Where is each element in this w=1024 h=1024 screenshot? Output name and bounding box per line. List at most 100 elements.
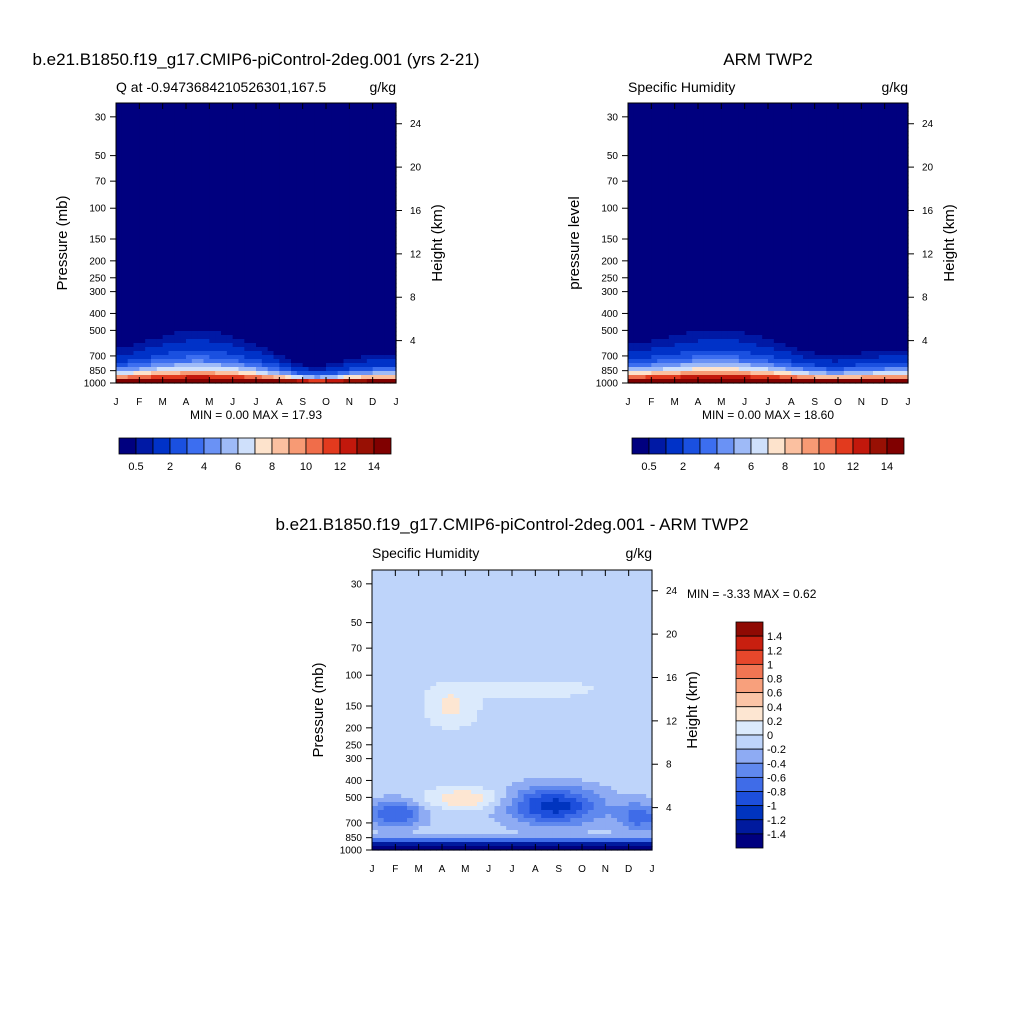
contour-cell <box>302 311 310 316</box>
contour-cell <box>814 135 822 140</box>
contour-cell <box>197 255 205 260</box>
contour-cell <box>896 191 903 196</box>
contour-cell <box>843 131 851 136</box>
contour-cell <box>355 115 362 120</box>
contour-cell <box>337 327 345 332</box>
contour-cell <box>156 311 164 316</box>
contour-cell <box>116 195 123 200</box>
contour-cell <box>331 331 339 336</box>
contour-cell <box>349 135 356 140</box>
contour-cell <box>291 279 298 284</box>
contour-cell <box>890 131 897 136</box>
contour-cell <box>361 131 368 136</box>
contour-cell <box>174 119 181 124</box>
contour-cell <box>355 131 362 136</box>
contour-cell <box>366 251 374 256</box>
contour-cell <box>273 107 280 112</box>
contour-cell <box>366 219 374 224</box>
contour-cell <box>378 119 385 124</box>
contour-cell <box>139 287 146 292</box>
panel-title: b.e21.B1850.f19_g17.CMIP6-piControl-2deg… <box>33 50 480 69</box>
contour-cell <box>273 223 280 228</box>
contour-cell <box>349 163 356 168</box>
contour-cell <box>727 151 734 156</box>
contour-cell <box>238 319 245 324</box>
contour-cell <box>343 191 350 196</box>
contour-cell <box>750 215 757 220</box>
contour-cell <box>285 203 292 208</box>
contour-cell <box>390 335 397 340</box>
contour-cell <box>674 147 682 152</box>
contour-cell <box>232 199 240 204</box>
contour-cell <box>191 363 199 368</box>
contour-cell <box>331 171 339 176</box>
contour-cell <box>343 135 350 140</box>
contour-cell <box>331 363 339 368</box>
contour-cell <box>756 115 763 120</box>
contour-cell <box>709 155 717 160</box>
contour-cell <box>361 347 368 352</box>
contour-cell <box>162 159 170 164</box>
contour-cell <box>349 227 356 232</box>
contour-cell <box>197 315 205 320</box>
contour-cell <box>180 311 187 316</box>
contour-cell <box>267 227 275 232</box>
contour-cell <box>133 347 140 352</box>
contour-cell <box>279 339 286 344</box>
contour-cell <box>855 167 862 172</box>
contour-cell <box>168 311 175 316</box>
contour-cell <box>267 231 275 236</box>
contour-cell <box>256 355 263 360</box>
contour-cell <box>733 155 740 160</box>
contour-cell <box>657 159 664 164</box>
contour-cell <box>378 295 385 300</box>
contour-cell <box>302 375 310 380</box>
contour-cell <box>808 199 816 204</box>
contour-cell <box>838 115 845 120</box>
colorbar-swatch <box>339 437 358 455</box>
contour-cell <box>785 215 792 220</box>
contour-cell <box>203 315 210 320</box>
contour-cell <box>692 187 699 192</box>
contour-cell <box>133 167 140 172</box>
contour-cell <box>291 251 298 256</box>
contour-cell <box>156 111 164 116</box>
contour-cell <box>267 331 275 336</box>
contour-cell <box>261 223 269 228</box>
contour-cell <box>256 311 263 316</box>
contour-cell <box>226 159 234 164</box>
contour-cell <box>145 295 152 300</box>
contour-cell <box>267 179 275 184</box>
contour-cell <box>267 295 275 300</box>
contour-cell <box>633 107 641 112</box>
contour-cell <box>197 163 205 168</box>
contour-cell <box>256 147 263 152</box>
contour-cell <box>232 131 240 136</box>
contour-cell <box>191 135 199 140</box>
contour-cell <box>633 103 641 108</box>
contour-cell <box>855 159 862 164</box>
contour-cell <box>331 215 339 220</box>
contour-cell <box>209 375 216 380</box>
contour-cell <box>337 307 345 312</box>
contour-cell <box>162 107 170 112</box>
contour-cell <box>873 147 880 152</box>
contour-cell <box>355 175 362 180</box>
contour-cell <box>773 171 781 176</box>
contour-cell <box>366 127 374 132</box>
contour-cell <box>744 159 752 164</box>
contour-cell <box>779 127 787 132</box>
contour-cell <box>256 227 263 232</box>
contour-cell <box>361 295 368 300</box>
contour-cell <box>750 155 757 160</box>
contour-cell <box>121 239 129 244</box>
contour-cell <box>261 335 269 340</box>
contour-cell <box>232 311 240 316</box>
contour-cell <box>372 127 380 132</box>
contour-cell <box>162 255 170 260</box>
contour-cell <box>331 307 339 312</box>
contour-cell <box>902 163 909 168</box>
contour-cell <box>633 187 641 192</box>
contour-cell <box>832 207 839 212</box>
contour-cell <box>221 355 228 360</box>
